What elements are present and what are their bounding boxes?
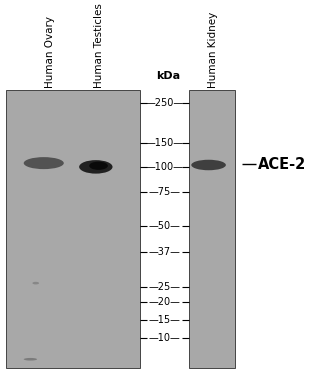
Text: —100—: —100—	[146, 162, 183, 172]
Text: —37—: —37—	[149, 247, 181, 257]
Ellipse shape	[32, 282, 39, 284]
Text: Human Testicles: Human Testicles	[94, 3, 104, 88]
Text: —250—: —250—	[146, 98, 183, 108]
Bar	[189, 90, 235, 368]
Text: —150—: —150—	[146, 138, 183, 148]
Text: kDa: kDa	[156, 70, 180, 81]
Text: —50—: —50—	[149, 221, 181, 231]
Text: —20—: —20—	[149, 297, 181, 307]
Text: Human Ovary: Human Ovary	[45, 16, 54, 88]
Text: ACE-2: ACE-2	[258, 157, 306, 172]
Text: —75—: —75—	[149, 187, 181, 197]
Ellipse shape	[89, 162, 108, 170]
Ellipse shape	[191, 160, 226, 170]
Text: —10—: —10—	[149, 333, 180, 343]
Text: —15—: —15—	[149, 315, 181, 325]
Ellipse shape	[24, 157, 64, 169]
Text: Human Kidney: Human Kidney	[208, 12, 218, 88]
Ellipse shape	[24, 358, 37, 361]
Text: —25—: —25—	[149, 282, 181, 292]
Ellipse shape	[79, 160, 113, 174]
Bar	[6, 90, 140, 368]
